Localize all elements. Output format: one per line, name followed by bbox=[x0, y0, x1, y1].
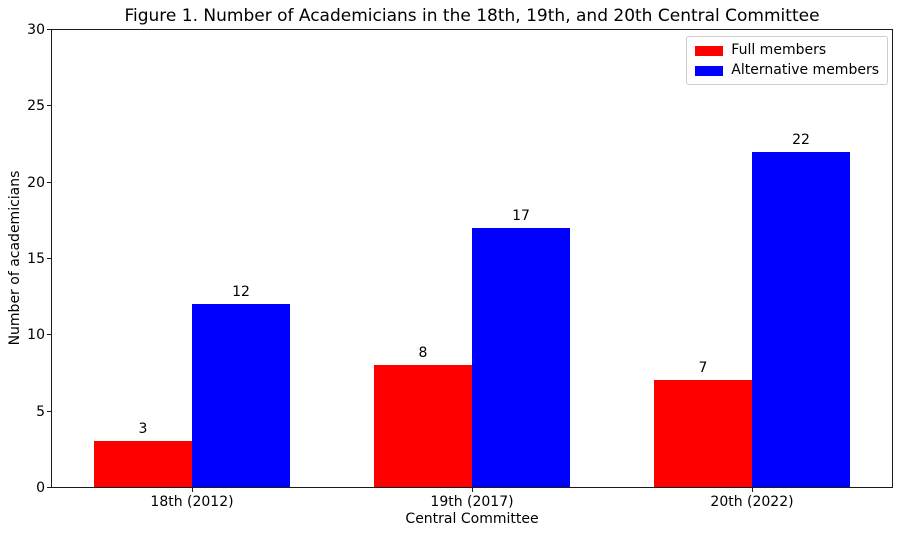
legend-swatch-red-icon bbox=[695, 45, 724, 56]
bar-full-members-20th bbox=[654, 380, 752, 487]
y-tick-label: 25 bbox=[27, 98, 45, 114]
legend-label-alternative-members: Alternative members bbox=[731, 62, 879, 78]
bar-value-label: 8 bbox=[418, 345, 428, 361]
legend-swatch-blue-icon bbox=[695, 65, 724, 76]
x-tick-mark bbox=[472, 488, 473, 492]
y-tick-label: 0 bbox=[36, 480, 45, 496]
legend-item-alternative-members: Alternative members bbox=[695, 62, 879, 79]
x-tick-label: 18th (2012) bbox=[150, 494, 234, 510]
x-tick-mark bbox=[752, 488, 753, 492]
legend-label-full-members: Full members bbox=[731, 42, 827, 58]
bar-alternative-members-20th bbox=[752, 152, 850, 487]
y-tick-label: 5 bbox=[36, 404, 45, 420]
x-tick-label: 19th (2017) bbox=[430, 494, 514, 510]
bar-alternative-members-18th bbox=[192, 304, 290, 487]
x-tick-mark bbox=[192, 488, 193, 492]
y-tick-mark bbox=[47, 334, 51, 335]
y-tick-label: 10 bbox=[27, 327, 45, 343]
y-tick-mark bbox=[47, 258, 51, 259]
x-axis-label: Central Committee bbox=[405, 511, 539, 527]
y-tick-label: 20 bbox=[27, 175, 45, 191]
y-tick-mark bbox=[47, 182, 51, 183]
y-tick-mark bbox=[47, 411, 51, 412]
y-tick-mark bbox=[47, 487, 51, 488]
bar-value-label: 22 bbox=[792, 132, 810, 148]
y-tick-mark bbox=[47, 29, 51, 30]
bar-full-members-18th bbox=[94, 441, 192, 487]
bar-alternative-members-19th bbox=[472, 228, 570, 487]
legend-item-full-members: Full members bbox=[695, 42, 879, 59]
y-tick-label: 30 bbox=[27, 22, 45, 38]
x-tick-label: 20th (2022) bbox=[710, 494, 794, 510]
bar-value-label: 17 bbox=[512, 208, 530, 224]
bars-layer: 3 12 8 17 7 22 bbox=[52, 30, 892, 487]
chart-title: Figure 1. Number of Academicians in the … bbox=[124, 6, 820, 26]
y-tick-mark bbox=[47, 105, 51, 106]
bar-value-label: 12 bbox=[232, 284, 250, 300]
bar-value-label: 7 bbox=[698, 360, 708, 376]
bar-value-label: 3 bbox=[138, 421, 148, 437]
bar-full-members-19th bbox=[374, 365, 472, 487]
y-tick-label: 15 bbox=[27, 251, 45, 267]
legend: Full members Alternative members bbox=[686, 36, 888, 85]
